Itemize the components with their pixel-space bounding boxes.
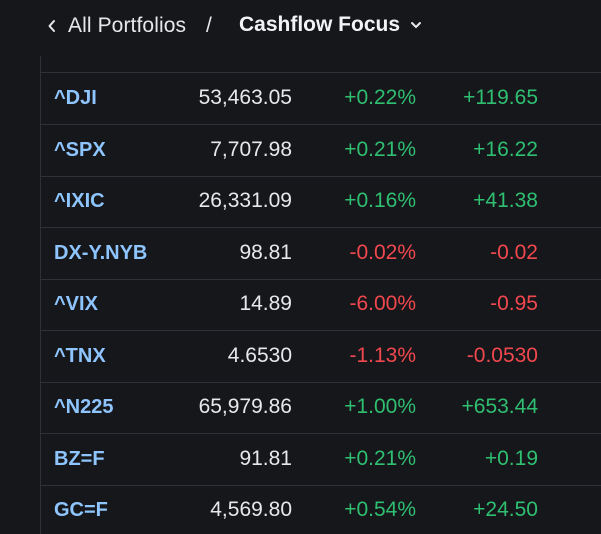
change-cell: -0.02 [490,240,538,264]
price-cell: 14.89 [239,292,292,315]
price-cell: 53,463.05 [198,86,292,109]
table-row[interactable]: GC=F 4,569.80 +0.54% +24.50 [41,485,601,534]
table-top-divider [41,72,601,73]
symbol-cell[interactable]: ^DJI [54,87,97,109]
price-cell: 7,707.98 [210,137,292,161]
percent-change-cell: +0.16% [344,189,416,212]
change-cell: +16.22 [473,137,538,161]
percent-change-cell: +0.54% [344,498,416,521]
change-cell: -0.0530 [466,343,538,367]
percent-change-cell: +0.21% [344,137,416,161]
table-row[interactable]: ^VIX 14.89 -6.00% -0.95 [41,279,601,331]
symbol-cell[interactable]: ^TNX [54,344,106,367]
breadcrumb-all-portfolios[interactable]: All Portfolios [68,14,187,37]
back-button[interactable] [44,15,60,37]
symbol-cell[interactable]: BZ=F [54,447,105,470]
chevron-left-icon [48,20,55,32]
price-cell: 4.6530 [227,343,292,367]
page-title: Cashflow Focus [239,13,401,36]
change-cell: +119.65 [463,86,538,109]
table-row[interactable]: ^TNX 4.6530 -1.13% -0.0530 [41,331,601,383]
breadcrumb-separator: / [206,14,212,37]
change-cell: +0.19 [484,446,538,470]
quote-table: ^DJI 53,463.05 +0.22% +119.65 ^SPX 7,707.98 +0… [40,56,601,534]
price-cell: 26,331.09 [198,189,292,212]
chevron-down-icon [410,20,422,30]
price-cell: 65,979.86 [198,395,292,418]
price-cell: 4,569.80 [210,498,292,521]
header-bar: All Portfolios / Cashflow Focus [0,0,601,56]
percent-change-cell: +0.21% [344,446,416,470]
table-row[interactable]: ^DJI 53,463.05 +0.22% +119.65 [41,73,601,125]
table-row[interactable]: ^SPX 7,707.98 +0.21% +16.22 [41,125,601,177]
price-cell: 91.81 [239,446,292,470]
symbol-cell[interactable]: ^N225 [54,396,114,418]
symbol-cell[interactable]: ^SPX [54,138,106,161]
symbol-cell[interactable]: ^IXIC [54,190,105,212]
change-cell: -0.95 [490,292,538,315]
change-cell: +653.44 [461,395,539,418]
change-cell: +41.38 [473,189,538,212]
table-row[interactable]: ^IXIC 26,331.09 +0.16% +41.38 [41,176,601,228]
portfolio-selector[interactable]: Cashflow Focus [239,13,422,37]
percent-change-cell: -6.00% [349,292,416,315]
symbol-cell[interactable]: DX-Y.NYB [54,241,148,264]
change-cell: +24.50 [473,498,538,521]
percent-change-cell: +0.22% [344,86,416,109]
price-cell: 98.81 [239,240,292,264]
percent-change-cell: +1.00% [344,395,416,418]
table-row[interactable]: DX-Y.NYB 98.81 -0.02% -0.02 [41,228,601,280]
table-row[interactable]: BZ=F 91.81 +0.21% +0.19 [41,434,601,486]
symbol-cell[interactable]: GC=F [54,499,108,521]
symbol-cell[interactable]: ^VIX [54,293,98,315]
percent-change-cell: -1.13% [349,343,416,367]
table-row[interactable]: ^N225 65,979.86 +1.00% +653.44 [41,382,601,434]
percent-change-cell: -0.02% [349,240,416,264]
